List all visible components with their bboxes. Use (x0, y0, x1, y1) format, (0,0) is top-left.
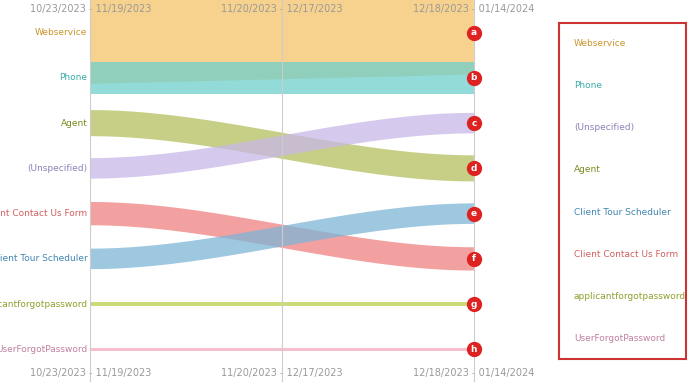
Text: Phone: Phone (574, 81, 602, 91)
Polygon shape (90, 62, 474, 94)
Polygon shape (90, 302, 474, 306)
Polygon shape (90, 348, 474, 351)
Text: Client Tour Scheduler: Client Tour Scheduler (574, 207, 671, 217)
Text: Phone: Phone (59, 73, 87, 83)
Polygon shape (90, 110, 474, 181)
Text: f: f (472, 254, 476, 263)
Text: (Unspecified): (Unspecified) (574, 123, 634, 133)
Text: 12/18/2023 - 01/14/2024: 12/18/2023 - 01/14/2024 (413, 4, 535, 14)
Polygon shape (90, 0, 474, 84)
Text: Webservice: Webservice (574, 39, 626, 49)
Text: h: h (471, 345, 477, 354)
Text: Client Contact Us Form: Client Contact Us Form (574, 249, 678, 259)
Text: Webservice: Webservice (35, 28, 87, 37)
Text: 10/23/2023 - 11/19/2023: 10/23/2023 - 11/19/2023 (30, 368, 151, 378)
Polygon shape (90, 202, 474, 270)
Text: 12/18/2023 - 01/14/2024: 12/18/2023 - 01/14/2024 (413, 368, 535, 378)
Text: 11/20/2023 - 12/17/2023: 11/20/2023 - 12/17/2023 (222, 368, 343, 378)
Polygon shape (90, 113, 474, 179)
Text: d: d (471, 164, 477, 173)
Text: Agent: Agent (61, 119, 87, 128)
Text: 10/23/2023 - 11/19/2023: 10/23/2023 - 11/19/2023 (30, 4, 151, 14)
Text: (Unspecified): (Unspecified) (28, 164, 87, 173)
Text: Client Tour Scheduler: Client Tour Scheduler (0, 254, 87, 263)
Text: applicantforgotpassword: applicantforgotpassword (0, 299, 87, 309)
Text: applicantforgotpassword: applicantforgotpassword (574, 291, 686, 301)
Text: b: b (471, 73, 477, 83)
Text: 11/20/2023 - 12/17/2023: 11/20/2023 - 12/17/2023 (222, 4, 343, 14)
Text: c: c (471, 119, 477, 128)
Text: Client Contact Us Form: Client Contact Us Form (0, 209, 87, 218)
Text: UserForgotPassword: UserForgotPassword (0, 345, 87, 354)
Text: g: g (471, 299, 477, 309)
Polygon shape (90, 203, 474, 269)
Text: Agent: Agent (574, 165, 601, 175)
Text: UserForgotPassword: UserForgotPassword (574, 333, 665, 343)
Text: e: e (471, 209, 477, 218)
Text: a: a (471, 28, 477, 37)
